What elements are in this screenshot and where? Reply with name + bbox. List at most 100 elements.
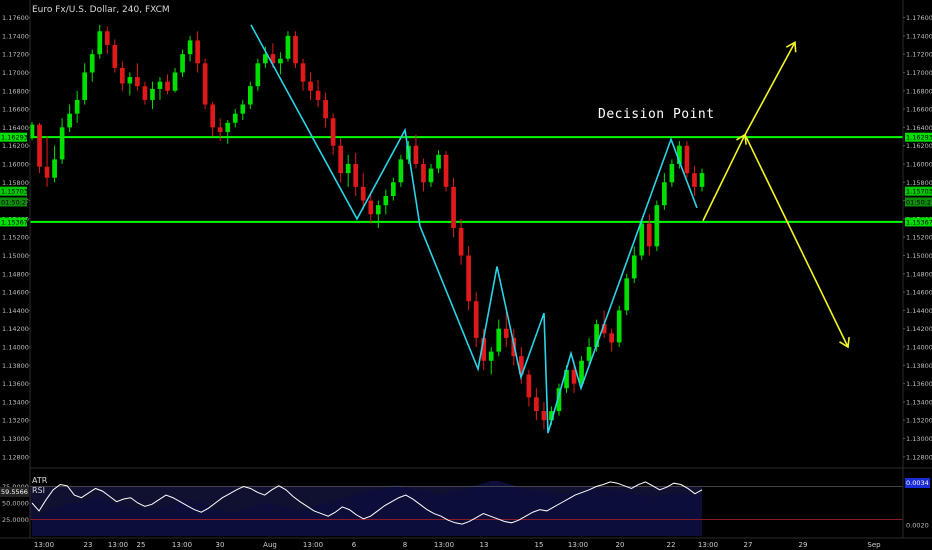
y-tick-label-left: 1.13000 (2, 435, 29, 443)
y-tick-label-right: 1.14200 (906, 325, 932, 333)
candle-up (624, 278, 630, 311)
y-tick-label-right: 1.16800 (906, 87, 932, 95)
price-tag-text-left: 1.15703 (1, 188, 28, 196)
candle-up (180, 54, 185, 73)
candle-down (308, 81, 313, 91)
candle-down (293, 35, 298, 64)
candle-up (669, 163, 675, 183)
y-tick-label-left: 1.13400 (2, 398, 29, 406)
candle-down (518, 356, 524, 375)
candle-up (67, 113, 72, 128)
y-tick-label-left: 1.17000 (2, 69, 29, 77)
candle-up (398, 159, 404, 183)
y-tick-label-right: 1.13400 (906, 398, 932, 406)
price-tag-bg-left (0, 132, 27, 142)
candle-up (383, 196, 389, 206)
candle-down (368, 200, 374, 215)
zigzag-line (250, 24, 698, 434)
candle-up (616, 310, 622, 343)
candle-up (677, 145, 682, 164)
price-tag-bg-right (905, 197, 932, 207)
candle-up (157, 81, 163, 89)
y-tick-label-right: 1.14600 (906, 289, 932, 297)
x-tick-label: 13:00 (108, 541, 128, 549)
x-tick-label: 13:00 (434, 541, 454, 549)
y-tick-label-right: 1.12800 (906, 453, 932, 461)
y-tick-label-right: 1.13600 (906, 380, 932, 388)
candle-down (526, 374, 532, 398)
atr-area (32, 481, 702, 536)
candle-up (150, 88, 155, 100)
candle-up (172, 72, 178, 91)
y-tick-label-left: 1.13800 (2, 362, 29, 370)
decision-point-label: Decision Point (598, 107, 715, 122)
candle-down (684, 145, 690, 174)
y-tick-label-right: 1.14000 (906, 344, 932, 352)
candle-up (375, 205, 381, 215)
candle-up (255, 63, 261, 87)
y-tick-label-left: 1.16600 (2, 106, 29, 114)
candle-up (82, 72, 88, 100)
x-tick-label: 20 (616, 541, 625, 549)
x-tick-label: 13 (480, 541, 489, 549)
y-tick-label-right: 1.15000 (906, 252, 932, 260)
candle-down (195, 40, 200, 64)
candles (29, 24, 705, 430)
candle-up (699, 173, 705, 187)
candle-down (451, 186, 456, 229)
candle-up (89, 54, 95, 73)
candle-down (646, 223, 652, 247)
candle-down (466, 255, 471, 302)
x-tick-label: 13:00 (303, 541, 323, 549)
candle-down (413, 145, 419, 164)
zigzag-pattern (250, 24, 698, 434)
price-tag-text-right: 1.16293 (906, 134, 932, 142)
y-tick-label-left: 1.15200 (2, 234, 29, 242)
price-tag-text-left: 01:50:21 (1, 198, 30, 206)
y-tick-label-left: 1.16400 (2, 124, 29, 132)
y-tick-label-left: 1.15800 (2, 179, 29, 187)
candle-up (662, 182, 667, 206)
y-tick-label-left: 1.16000 (2, 160, 29, 168)
y-tick-label-left: 1.14000 (2, 344, 29, 352)
candle-up (225, 122, 231, 132)
candle-up (127, 77, 133, 84)
candle-down (315, 90, 321, 100)
y-tick-label-right: 1.17600 (906, 14, 932, 22)
arrowhead-down (839, 336, 850, 349)
candle-up (496, 328, 502, 352)
y-tick-label-left: 1.17400 (2, 32, 29, 40)
y-tick-label-right: 1.16600 (906, 106, 932, 114)
price-tag-bg-left (0, 186, 27, 196)
candle-up (579, 360, 584, 384)
candle-up (564, 369, 569, 389)
x-tick-label: 22 (667, 541, 676, 549)
y-tick-label-right: 1.13200 (906, 417, 932, 425)
y-tick-label-left: 1.15000 (2, 252, 29, 260)
y-tick-label-left: 1.16800 (2, 87, 29, 95)
x-tick-label: 15 (535, 541, 544, 549)
candle-up (187, 40, 193, 55)
rsi-tick-label: 50.0000 (2, 500, 29, 508)
y-tick-label-right: 1.13800 (906, 362, 932, 370)
candle-down (270, 54, 276, 64)
x-tick-label: 13:00 (568, 541, 588, 549)
candle-down (44, 166, 50, 178)
y-tick-label-left: 1.14800 (2, 270, 29, 278)
candle-up (285, 35, 291, 59)
candle-down (217, 127, 223, 132)
candle-down (421, 163, 426, 183)
projection-arrows (702, 40, 850, 349)
candle-up (436, 154, 441, 169)
y-tick-label-left: 1.12800 (2, 453, 29, 461)
y-tick-label-right: 1.13000 (906, 435, 932, 443)
x-tick-label: Sep (867, 541, 881, 549)
candle-down (338, 145, 343, 174)
candle-down (112, 45, 118, 68)
candle-down (37, 124, 42, 167)
candle-down (165, 81, 170, 91)
x-tick-label: 29 (799, 541, 808, 549)
